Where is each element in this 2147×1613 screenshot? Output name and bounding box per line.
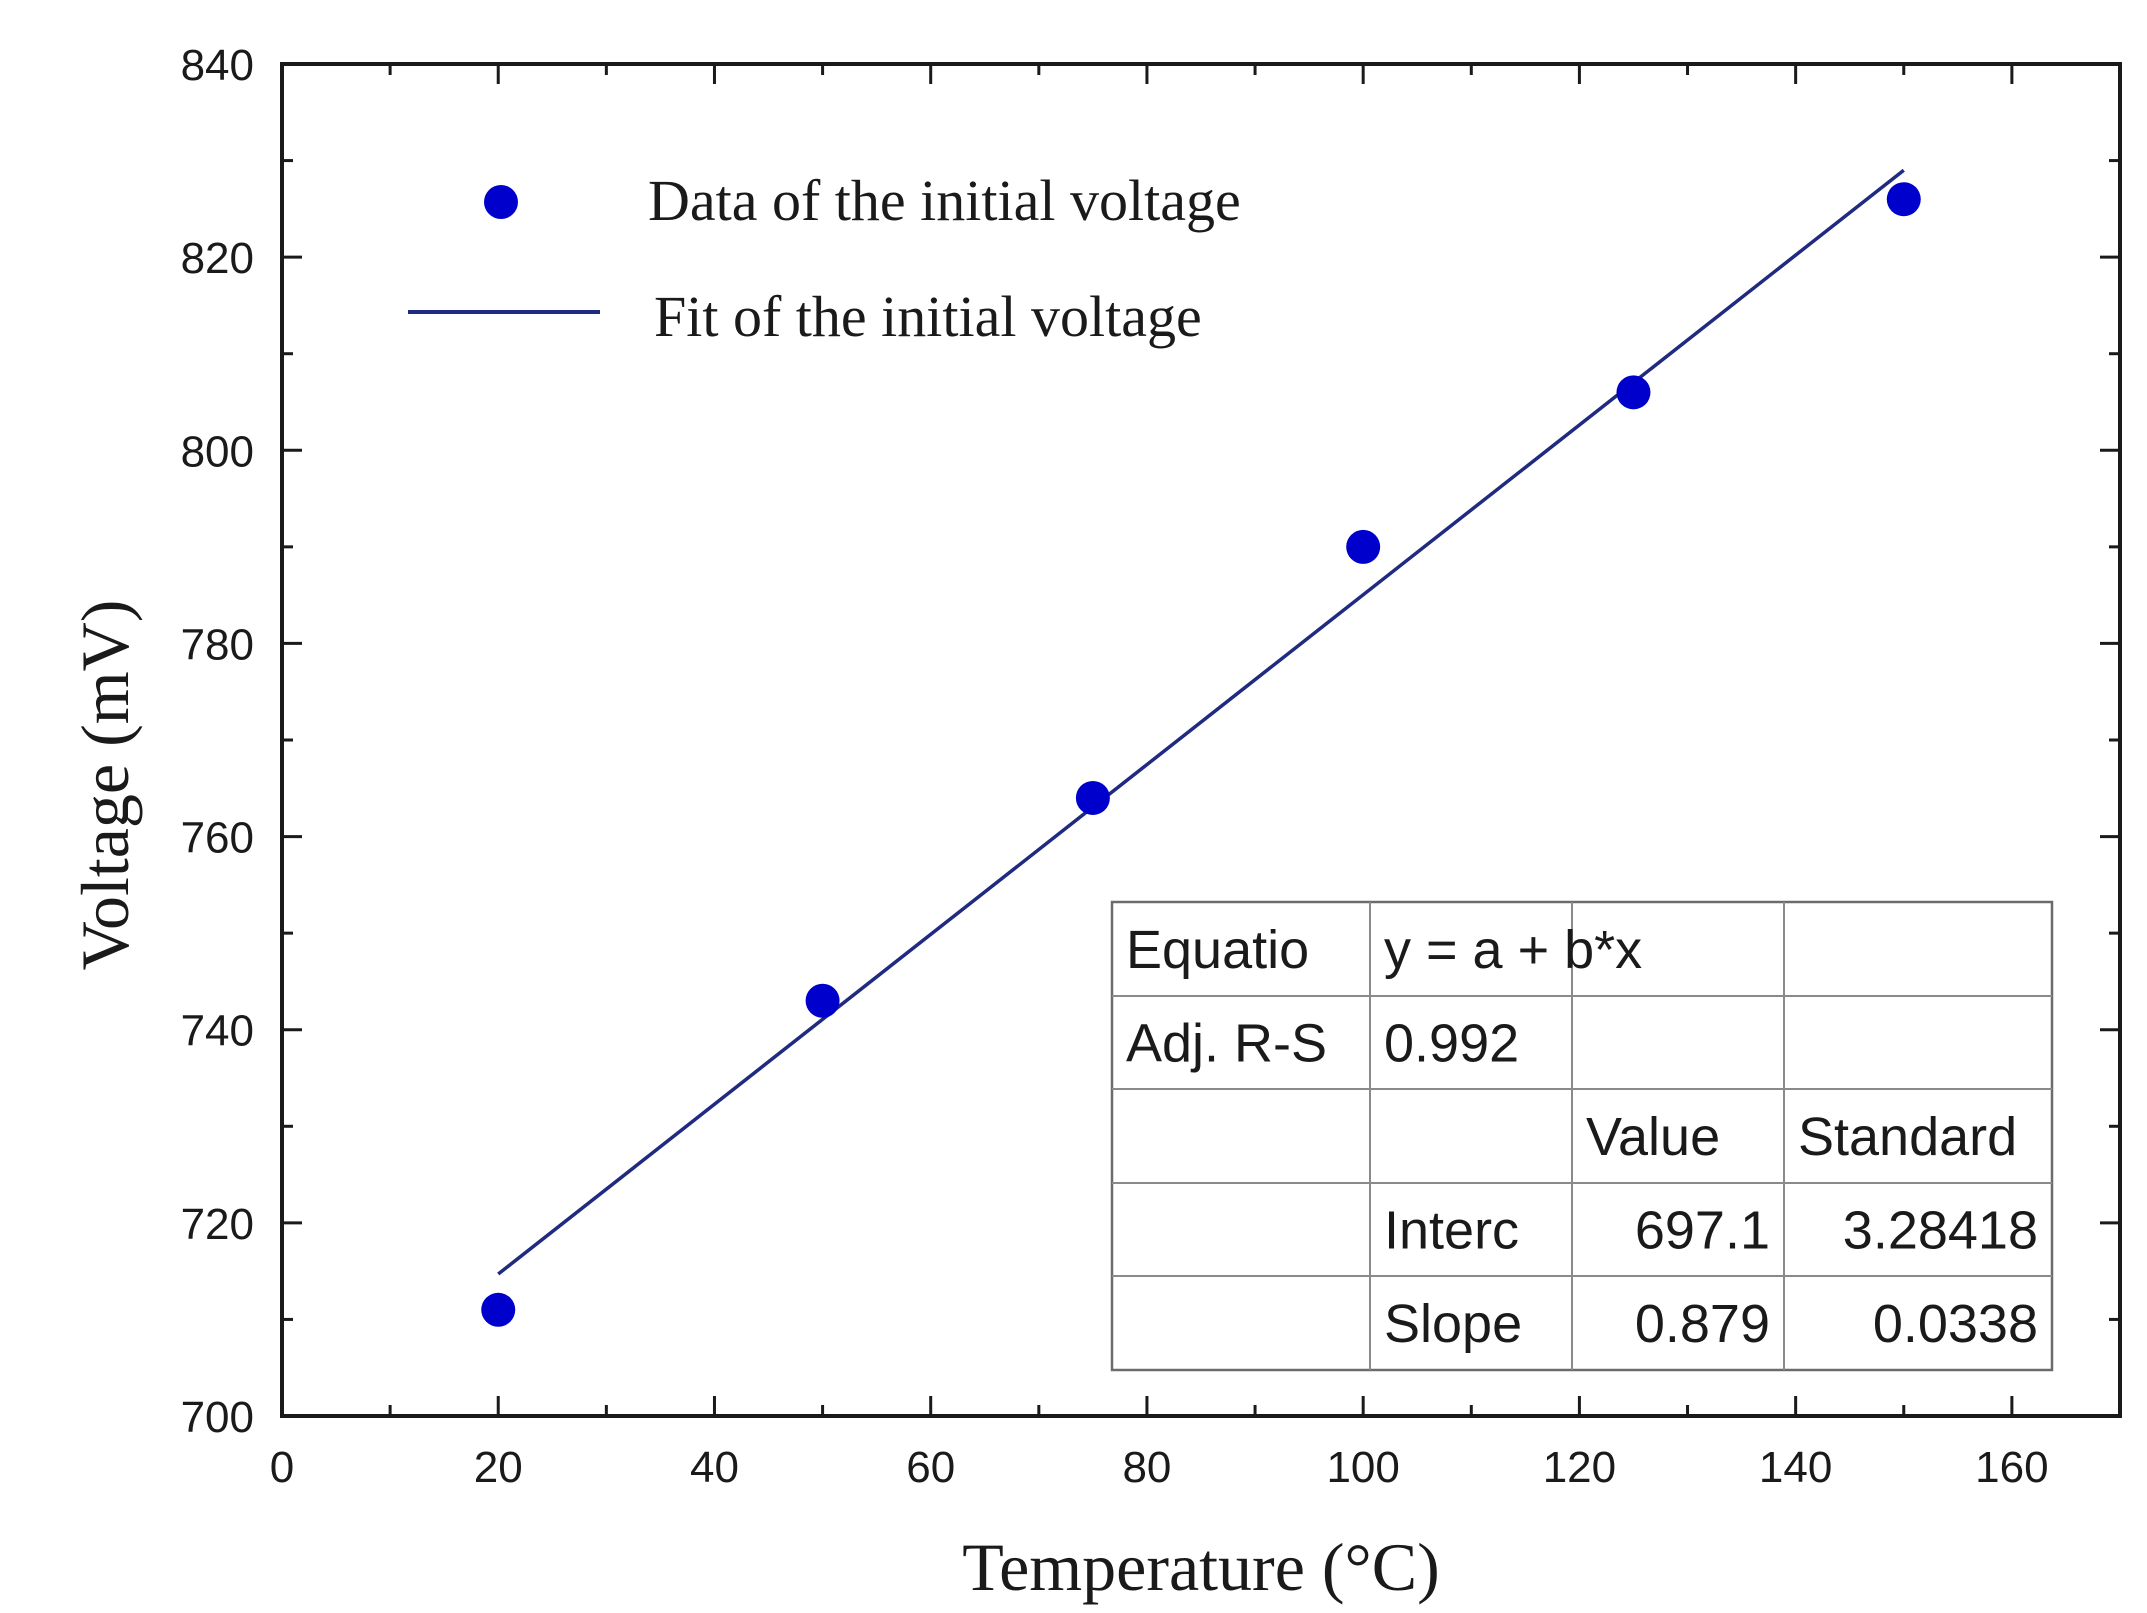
table-cell: Standard: [1798, 1107, 2017, 1167]
table-cell: y = a + b*x: [1384, 920, 1642, 980]
table-cell: Slope: [1384, 1294, 1522, 1354]
table-cell: Equatio: [1126, 920, 1309, 980]
y-tick-label: 800: [181, 427, 254, 476]
table-cell: Value: [1586, 1107, 1720, 1167]
y-tick-label: 820: [181, 234, 254, 283]
points-layer: [481, 182, 1921, 1327]
table-cell: 0.992: [1384, 1014, 1519, 1074]
table-cell: Adj. R-S: [1126, 1014, 1327, 1074]
legend: Data of the initial voltage Fit of the i…: [408, 168, 1241, 349]
table-cell: 0.879: [1635, 1294, 1770, 1354]
fit-layer: [497, 168, 1905, 1276]
x-tick-label: 160: [1975, 1443, 2048, 1492]
x-tick-label: 20: [474, 1443, 523, 1492]
fit-line: [497, 168, 1905, 1276]
x-axis-title: Temperature (°C): [962, 1529, 1439, 1605]
table-background: [1110, 900, 2054, 1372]
y-tick-label: 700: [181, 1393, 254, 1442]
x-tick-label: 40: [690, 1443, 739, 1492]
legend-label-data: Data of the initial voltage: [648, 168, 1241, 233]
y-axis-title: Voltage (mV): [67, 600, 143, 971]
legend-marker-icon: [484, 185, 518, 219]
x-tick-label: 100: [1326, 1443, 1399, 1492]
tick-labels: 0 20 40 60 80 100 120 140 160 700 720 740 760 780 800 8…: [181, 41, 2049, 1492]
data-point: [481, 1292, 516, 1327]
table-cell: 0.0338: [1873, 1294, 2038, 1354]
x-tick-label: 120: [1543, 1443, 1616, 1492]
data-point: [1616, 375, 1651, 410]
plot-frame: [280, 62, 2122, 1418]
y-tick-label: 720: [181, 1200, 254, 1249]
x-tick-label: 60: [906, 1443, 955, 1492]
x-tick-label: 0: [270, 1443, 294, 1492]
table-cell: Interc: [1384, 1201, 1519, 1261]
x-tick-label: 80: [1122, 1443, 1171, 1492]
table-cell: 3.28418: [1843, 1201, 2038, 1261]
y-tick-label: 740: [181, 1007, 254, 1056]
y-tick-label: 760: [181, 814, 254, 863]
data-point: [1075, 780, 1110, 815]
legend-label-fit: Fit of the initial voltage: [654, 284, 1202, 349]
y-tick-label: 840: [181, 41, 254, 90]
fit-results-table: Equatio y = a + b*x Adj. R-S 0.992 Value Stan…: [1110, 900, 2054, 1372]
y-tick-label: 780: [181, 620, 254, 669]
table-cell: 697.1: [1635, 1201, 1770, 1261]
data-point: [1886, 182, 1921, 217]
data-point: [805, 983, 840, 1018]
data-point: [1346, 529, 1381, 564]
x-tick-label: 140: [1759, 1443, 1832, 1492]
